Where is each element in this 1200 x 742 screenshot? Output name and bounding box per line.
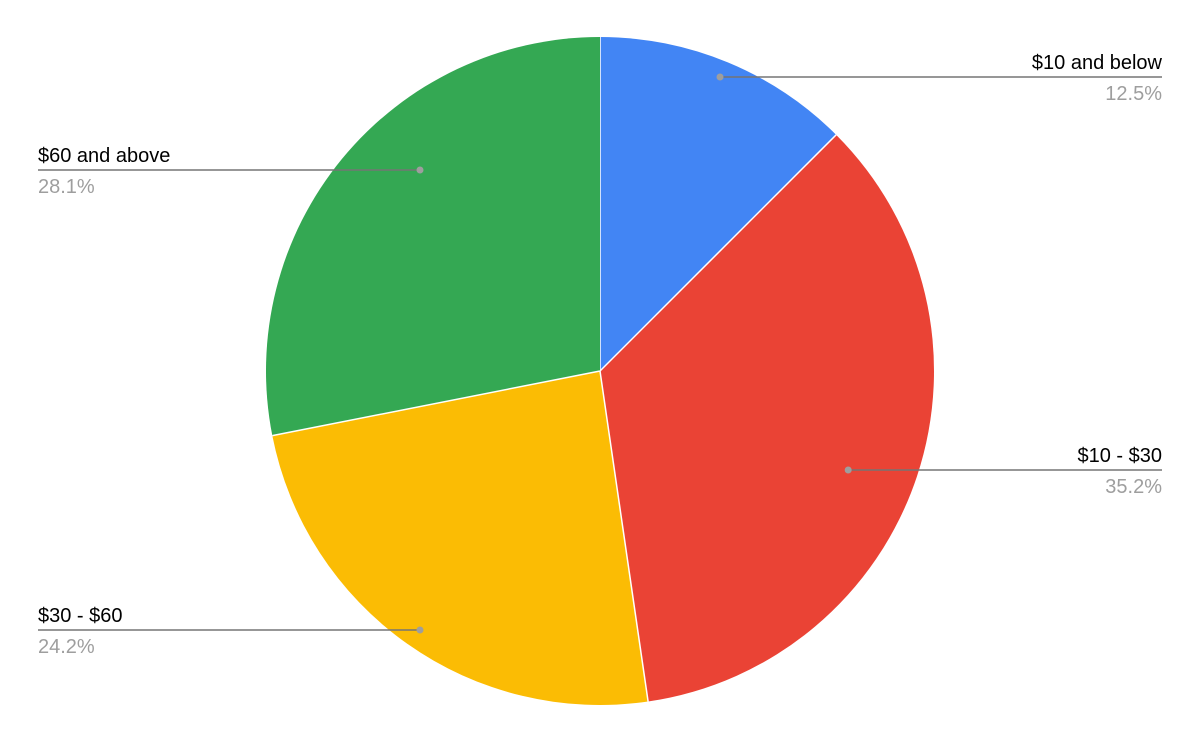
slice-percent-label: 28.1% bbox=[38, 176, 95, 198]
slice-separator bbox=[599, 134, 837, 372]
slice-label: $10 and below bbox=[1032, 52, 1163, 74]
leader-dot bbox=[416, 626, 424, 634]
leader-lines bbox=[38, 73, 1162, 634]
slice-separator bbox=[599, 370, 649, 702]
pie-slice bbox=[265, 37, 600, 436]
slice-label: $10 - $30 bbox=[1077, 445, 1162, 467]
pie-slice bbox=[600, 37, 837, 371]
leader-dot bbox=[844, 466, 852, 474]
slice-percent-label: 12.5% bbox=[1105, 83, 1162, 105]
slice-separator bbox=[272, 370, 601, 437]
pie-slices bbox=[265, 37, 935, 705]
slice-labels: $10 and below 12.5% $10 - $30 35.2% $30 - $6… bbox=[38, 52, 1163, 658]
leader-dot bbox=[416, 166, 424, 174]
pie-slice bbox=[600, 134, 935, 702]
leader-dot bbox=[716, 73, 724, 81]
pie-slice bbox=[272, 371, 649, 705]
slice-percent-label: 35.2% bbox=[1105, 476, 1162, 498]
slice-label: $60 and above bbox=[38, 145, 170, 167]
slice-percent-label: 24.2% bbox=[38, 636, 95, 658]
slice-label: $30 - $60 bbox=[38, 605, 123, 627]
